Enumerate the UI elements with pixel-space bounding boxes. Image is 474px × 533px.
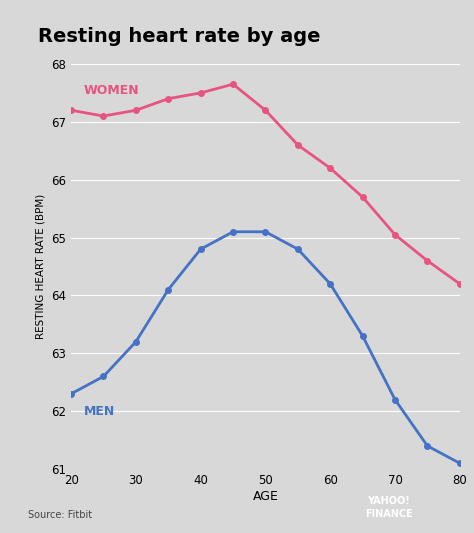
Text: Resting heart rate by age: Resting heart rate by age	[38, 27, 320, 46]
Text: YAHOO!
FINANCE: YAHOO! FINANCE	[365, 496, 412, 519]
X-axis label: AGE: AGE	[253, 490, 278, 503]
Y-axis label: RESTING HEART RATE (BPM): RESTING HEART RATE (BPM)	[36, 194, 46, 339]
Text: MEN: MEN	[84, 405, 115, 418]
Text: WOMEN: WOMEN	[84, 84, 140, 96]
Text: Source: Fitbit: Source: Fitbit	[28, 510, 92, 520]
